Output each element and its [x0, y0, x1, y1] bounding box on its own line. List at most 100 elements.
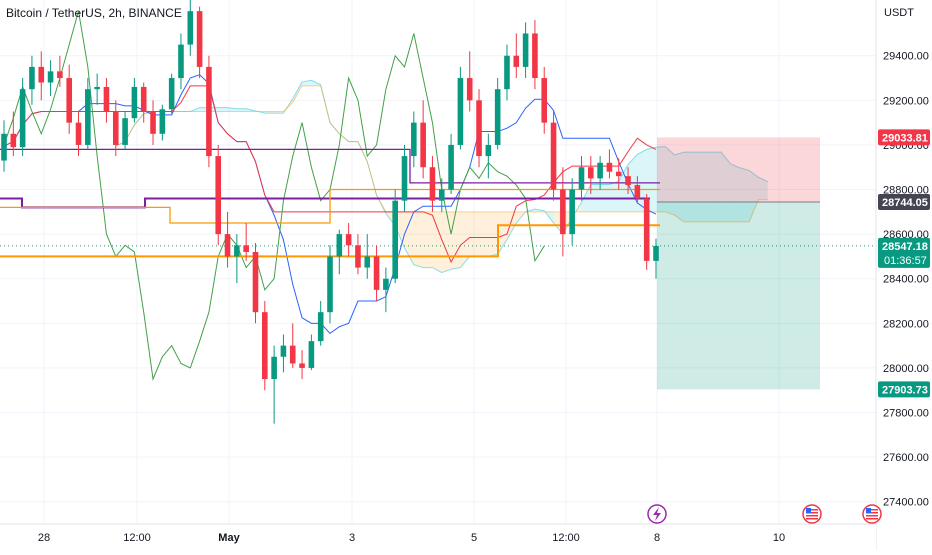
candle[interactable] — [615, 171, 622, 177]
candle[interactable] — [122, 118, 128, 145]
y-tick-label: 29200.00 — [883, 95, 929, 107]
us-flag-event-icon[interactable] — [862, 504, 882, 524]
candle[interactable] — [75, 122, 82, 145]
candle[interactable] — [373, 256, 380, 290]
flag-stripe — [866, 515, 878, 517]
candle[interactable] — [243, 245, 249, 252]
candle[interactable] — [206, 66, 212, 157]
candle[interactable] — [383, 278, 389, 290]
candle[interactable] — [215, 156, 222, 235]
target-zone[interactable] — [657, 137, 820, 203]
candle[interactable] — [85, 89, 91, 145]
candle[interactable] — [364, 256, 371, 268]
candle[interactable] — [634, 185, 641, 199]
candle[interactable] — [196, 11, 203, 67]
cloud-segment — [656, 146, 666, 212]
candle[interactable] — [112, 111, 119, 145]
candle[interactable] — [131, 86, 138, 119]
candle[interactable] — [448, 144, 454, 190]
candle[interactable] — [38, 66, 45, 83]
candle[interactable] — [485, 144, 492, 157]
candle[interactable] — [159, 109, 166, 134]
candles[interactable] — [1, 0, 659, 424]
candle[interactable] — [29, 66, 35, 90]
candle[interactable] — [150, 111, 156, 134]
candle[interactable] — [429, 167, 436, 201]
x-tick-label: 3 — [349, 532, 355, 544]
candle[interactable] — [578, 167, 585, 190]
x-tick-label: 8 — [654, 532, 660, 544]
candle[interactable] — [10, 133, 17, 148]
lightning-event-icon[interactable] — [647, 504, 667, 524]
candle[interactable] — [1, 133, 7, 161]
candle[interactable] — [224, 234, 231, 257]
candle[interactable] — [653, 245, 659, 261]
candle[interactable] — [541, 78, 548, 123]
candle[interactable] — [345, 234, 352, 246]
candle[interactable] — [103, 86, 110, 112]
candle[interactable] — [420, 122, 426, 168]
cloud-segment — [460, 211, 470, 268]
candle[interactable] — [569, 189, 575, 235]
span-a-line — [115, 79, 768, 274]
candle[interactable] — [234, 245, 240, 257]
event-markers[interactable] — [647, 504, 882, 524]
candle[interactable] — [476, 100, 482, 157]
candle[interactable] — [57, 71, 63, 79]
candle[interactable] — [94, 86, 100, 90]
candle[interactable] — [19, 89, 26, 148]
candle[interactable] — [643, 198, 650, 261]
candle[interactable] — [187, 11, 194, 45]
candle[interactable] — [532, 33, 538, 79]
cloud-segment — [302, 80, 312, 86]
candle[interactable] — [289, 345, 296, 364]
cloud-segment — [283, 98, 293, 114]
candle[interactable] — [504, 55, 510, 90]
candle[interactable] — [588, 167, 594, 179]
candle[interactable] — [494, 89, 501, 145]
candle[interactable] — [625, 176, 631, 186]
cloud-segment — [236, 108, 247, 112]
candle[interactable] — [336, 234, 343, 257]
candle[interactable] — [438, 189, 445, 201]
us-flag-event-icon[interactable] — [802, 504, 822, 524]
cloud-segment — [404, 211, 414, 265]
time-axis[interactable]: 28 12:00 May 3 5 12:00 8 10 — [0, 523, 876, 550]
candle[interactable] — [606, 162, 613, 172]
candle[interactable] — [392, 200, 398, 279]
price-axis[interactable]: USDT 27400.00 27600.00 27800.00 28000.00 2820… — [875, 0, 932, 550]
candle[interactable] — [140, 86, 147, 112]
candle[interactable] — [597, 162, 603, 179]
candle[interactable] — [401, 156, 408, 201]
candle[interactable] — [317, 312, 324, 342]
candle[interactable] — [299, 363, 305, 368]
candle[interactable] — [252, 251, 259, 313]
candle[interactable] — [522, 33, 529, 67]
candle[interactable] — [513, 55, 520, 67]
candle[interactable] — [168, 78, 175, 110]
candle[interactable] — [308, 341, 315, 368]
candle[interactable] — [47, 71, 54, 83]
candle[interactable] — [280, 345, 287, 357]
candle[interactable] — [457, 78, 464, 145]
y-tick-label: 29400.00 — [883, 51, 929, 63]
candle[interactable] — [271, 356, 277, 380]
profit-zone[interactable] — [657, 202, 820, 390]
candle[interactable] — [327, 256, 333, 313]
position-zones[interactable] — [657, 137, 820, 390]
candle[interactable] — [262, 312, 268, 380]
candle[interactable] — [178, 44, 184, 79]
candle[interactable] — [411, 122, 417, 157]
cloud-segment — [693, 152, 703, 222]
candle[interactable] — [355, 245, 361, 268]
candle[interactable] — [550, 122, 557, 190]
level-line-purple — [0, 197, 650, 209]
flag-icon-circle — [862, 504, 882, 524]
cloud-segment — [674, 152, 684, 222]
candle[interactable] — [66, 78, 72, 123]
candle[interactable] — [466, 78, 473, 101]
candle[interactable] — [560, 189, 566, 235]
cloud-segment — [609, 181, 619, 212]
